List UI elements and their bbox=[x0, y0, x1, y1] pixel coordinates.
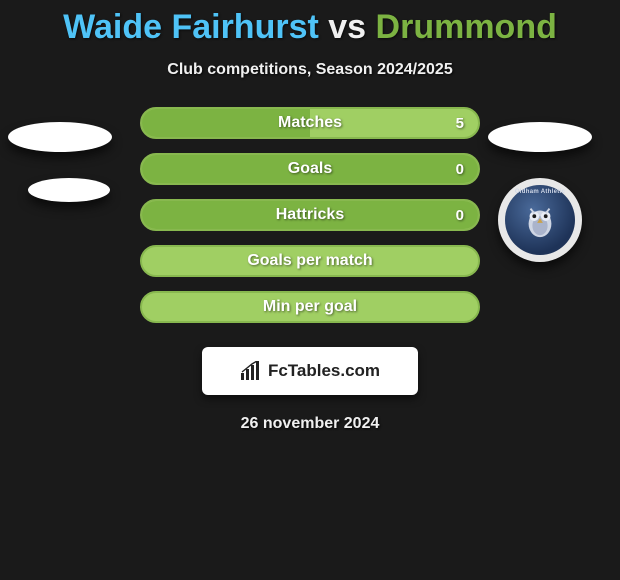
stat-label: Goals bbox=[288, 160, 332, 178]
title-left: Waide Fairhurst bbox=[63, 8, 319, 46]
page-title: Waide Fairhurst vs Drummond bbox=[0, 0, 620, 47]
stat-pill: Min per goal bbox=[140, 291, 480, 323]
club-badge-text: Oldham Athletic bbox=[515, 189, 565, 195]
stat-label: Min per goal bbox=[263, 298, 357, 316]
date-text: 26 november 2024 bbox=[0, 415, 620, 433]
stat-label: Goals per match bbox=[247, 252, 372, 270]
player-photo-placeholder bbox=[488, 122, 592, 152]
stat-right-value: 0 bbox=[456, 207, 464, 224]
stat-label: Matches bbox=[278, 114, 342, 132]
owl-icon bbox=[521, 201, 559, 239]
brand-card[interactable]: FcTables.com bbox=[202, 347, 418, 395]
chart-icon bbox=[240, 361, 262, 381]
club-badge: Oldham Athletic bbox=[498, 178, 582, 262]
club-badge-inner: Oldham Athletic bbox=[505, 185, 575, 255]
stat-pill: Matches 5 bbox=[140, 107, 480, 139]
stat-pill: Goals 0 bbox=[140, 153, 480, 185]
title-right: Drummond bbox=[376, 8, 557, 46]
stat-right-value: 0 bbox=[456, 161, 464, 178]
subtitle: Club competitions, Season 2024/2025 bbox=[0, 61, 620, 79]
player-photo-placeholder bbox=[8, 122, 112, 152]
stat-pill: Hattricks 0 bbox=[140, 199, 480, 231]
title-vs: vs bbox=[319, 8, 376, 46]
stat-row: Min per goal bbox=[0, 291, 620, 337]
stat-right-value: 5 bbox=[456, 115, 464, 132]
brand-text: FcTables.com bbox=[268, 361, 380, 381]
stat-label: Hattricks bbox=[276, 206, 344, 224]
player-photo-placeholder bbox=[28, 178, 110, 202]
stat-pill: Goals per match bbox=[140, 245, 480, 277]
